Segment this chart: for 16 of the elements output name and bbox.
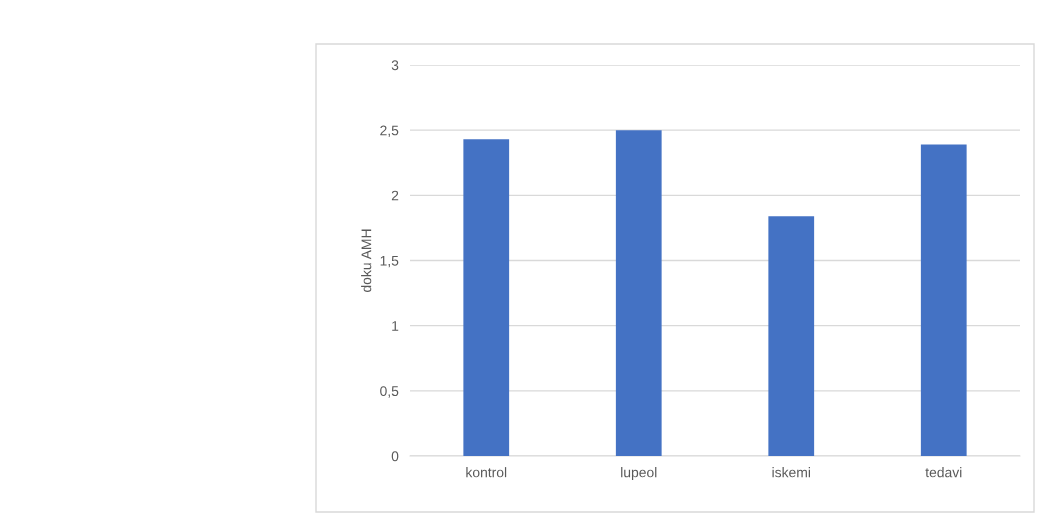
x-tick-label: tedavi [925,467,962,478]
y-tick-label: 1 [392,321,399,331]
y-tick-label: 2 [391,190,399,201]
x-tick-label: kontrol [466,467,507,478]
x-tick-label: iskemi [772,467,810,478]
bar [615,130,662,456]
y-tick-label: 1,5 [380,255,399,268]
bar [463,139,510,456]
y-axis-title: doku AMH [361,229,372,292]
y-tick-label: 2,5 [380,125,399,137]
bar [920,144,967,456]
y-tick-label: 0 [391,451,399,462]
y-tick-label: 3 [391,60,399,71]
y-tick-label: 0,5 [380,386,399,398]
bar [768,216,815,456]
x-tick-label: lupeol [621,467,657,481]
